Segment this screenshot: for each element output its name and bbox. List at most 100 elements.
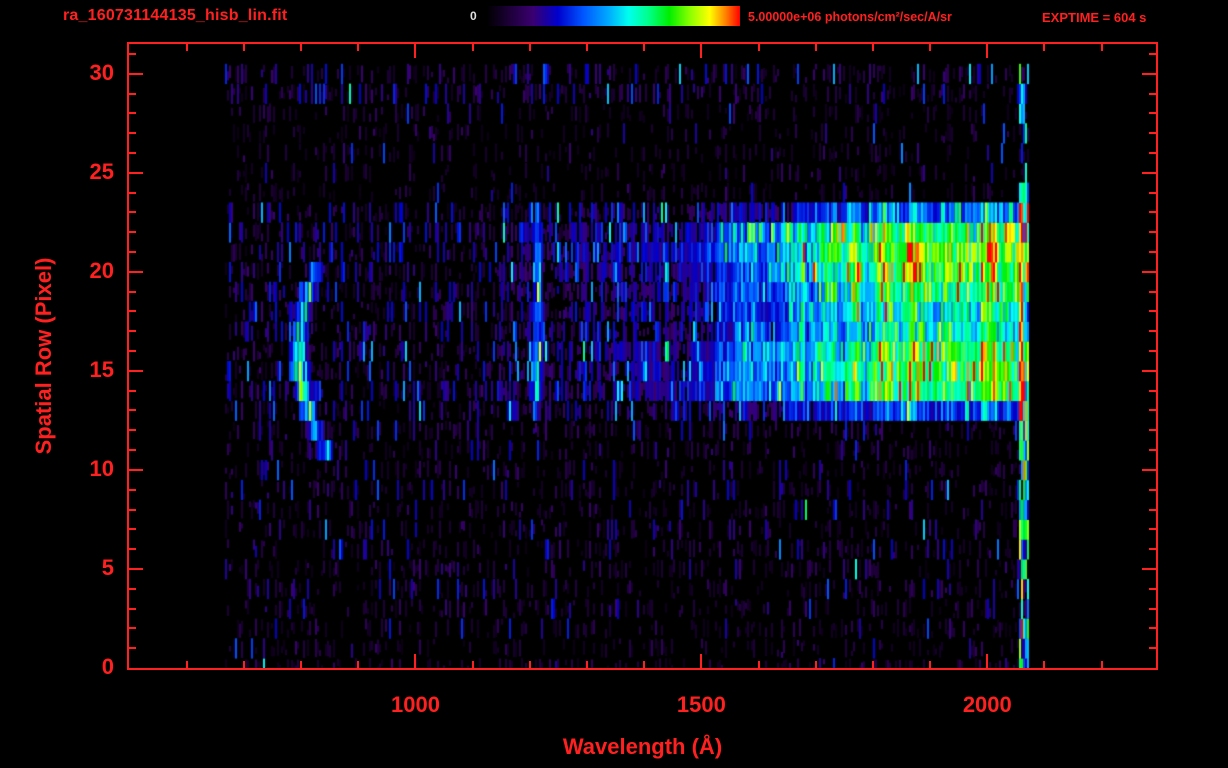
y-tick-label: 10 — [89, 455, 114, 481]
tick-mark — [129, 607, 136, 610]
tick-mark — [986, 654, 989, 668]
tick-mark — [1142, 270, 1156, 273]
tick-mark — [185, 44, 188, 51]
tick-mark — [1142, 369, 1156, 372]
tick-mark — [1142, 72, 1156, 75]
tick-mark — [414, 654, 417, 668]
tick-mark — [1149, 132, 1156, 135]
plot-area — [127, 42, 1158, 670]
y-tick-label: 5 — [101, 554, 114, 580]
x-axis-label: Wavelength (Å) — [562, 734, 723, 759]
tick-mark — [1149, 251, 1156, 253]
tick-mark — [129, 528, 136, 531]
tick-mark — [129, 251, 136, 253]
tick-mark — [1149, 548, 1156, 551]
tick-mark — [1149, 449, 1156, 452]
tick-mark — [1149, 191, 1156, 194]
tick-mark — [129, 171, 143, 174]
colorbar-max-label: 5.00000e+06 photons/cm²/sec/A/sr — [748, 10, 952, 24]
tick-mark — [1149, 409, 1156, 412]
tick-mark — [129, 587, 136, 590]
tick-mark — [1149, 112, 1156, 115]
tick-mark — [1149, 231, 1156, 234]
tick-mark — [129, 270, 143, 273]
tick-mark — [129, 151, 136, 154]
tick-mark — [1100, 44, 1103, 51]
y-tick-label: 30 — [89, 59, 114, 85]
spectrum-heatmap — [129, 44, 1156, 668]
tick-mark — [129, 567, 143, 570]
tick-mark — [129, 72, 143, 75]
colorbar-gradient — [487, 6, 740, 26]
tick-mark — [700, 654, 703, 668]
tick-mark — [129, 627, 136, 630]
tick-mark — [1149, 330, 1156, 333]
filename-title: ra_160731144135_hisb_lin.fit — [63, 7, 288, 24]
colorbar-min-label: 0 — [470, 9, 477, 23]
tick-mark — [757, 44, 760, 51]
tick-mark — [1149, 627, 1156, 630]
y-tick-label: 20 — [89, 257, 114, 283]
tick-mark — [1142, 468, 1156, 471]
tick-mark — [757, 661, 760, 668]
tick-mark — [129, 231, 136, 234]
tick-mark — [528, 661, 531, 668]
tick-mark — [814, 661, 817, 668]
tick-mark — [1149, 350, 1156, 353]
tick-mark — [1149, 310, 1156, 313]
tick-mark — [129, 389, 136, 392]
y-tick-label: 0 — [101, 654, 114, 679]
tick-mark — [643, 661, 646, 668]
tick-mark — [129, 211, 136, 214]
tick-mark — [929, 661, 932, 668]
tick-mark — [1149, 211, 1156, 214]
tick-mark — [129, 92, 136, 95]
tick-mark — [129, 112, 136, 115]
tick-mark — [1142, 171, 1156, 174]
tick-mark — [1149, 429, 1156, 432]
tick-mark — [129, 468, 143, 471]
tick-mark — [528, 44, 531, 51]
tick-mark — [357, 661, 360, 668]
tick-mark — [129, 310, 136, 313]
tick-mark — [1149, 290, 1156, 293]
tick-mark — [242, 44, 245, 51]
tick-mark — [1142, 567, 1156, 570]
tick-mark — [1043, 44, 1046, 51]
tick-mark — [414, 44, 417, 58]
tick-mark — [185, 661, 188, 668]
y-tick-label: 15 — [89, 356, 114, 382]
x-tick-label: 2000 — [962, 692, 1012, 717]
y-tick-label: 25 — [89, 158, 114, 184]
tick-mark — [871, 44, 874, 51]
tick-mark — [986, 44, 989, 58]
tick-mark — [1149, 587, 1156, 590]
tick-mark — [1149, 52, 1156, 55]
tick-mark — [129, 52, 136, 55]
tick-mark — [700, 44, 703, 58]
tick-mark — [471, 44, 474, 51]
tick-mark — [1043, 661, 1046, 668]
tick-mark — [129, 191, 136, 194]
tick-mark — [300, 661, 303, 668]
tick-mark — [1149, 389, 1156, 392]
tick-mark — [357, 44, 360, 51]
tick-mark — [1100, 661, 1103, 668]
tick-mark — [129, 449, 136, 452]
tick-mark — [129, 369, 143, 372]
tick-mark — [1149, 92, 1156, 95]
tick-mark — [929, 44, 932, 51]
tick-mark — [129, 508, 136, 511]
tick-mark — [129, 409, 136, 412]
tick-mark — [643, 44, 646, 51]
tick-mark — [1149, 528, 1156, 531]
exptime-label: EXPTIME = 604 s — [1042, 10, 1147, 25]
tick-mark — [129, 350, 136, 353]
tick-mark — [1149, 151, 1156, 154]
tick-mark — [814, 44, 817, 51]
tick-mark — [129, 548, 136, 551]
tick-mark — [129, 330, 136, 333]
tick-mark — [129, 647, 136, 650]
tick-mark — [1149, 607, 1156, 610]
